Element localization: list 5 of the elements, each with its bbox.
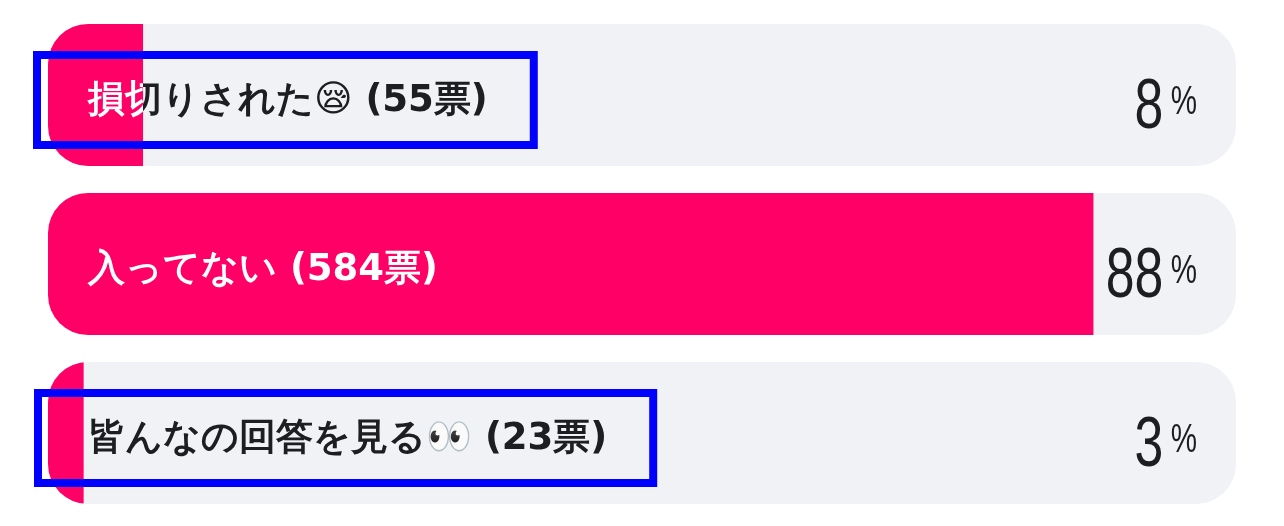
value-label: 3% — [1134, 402, 1197, 481]
category-label: 皆んなの回答を見る👀 (23票) — [88, 415, 608, 458]
value-label: 88% — [1105, 233, 1197, 312]
value-label: 8% — [1134, 64, 1197, 143]
category-label: 入ってない (584票) — [88, 246, 438, 289]
